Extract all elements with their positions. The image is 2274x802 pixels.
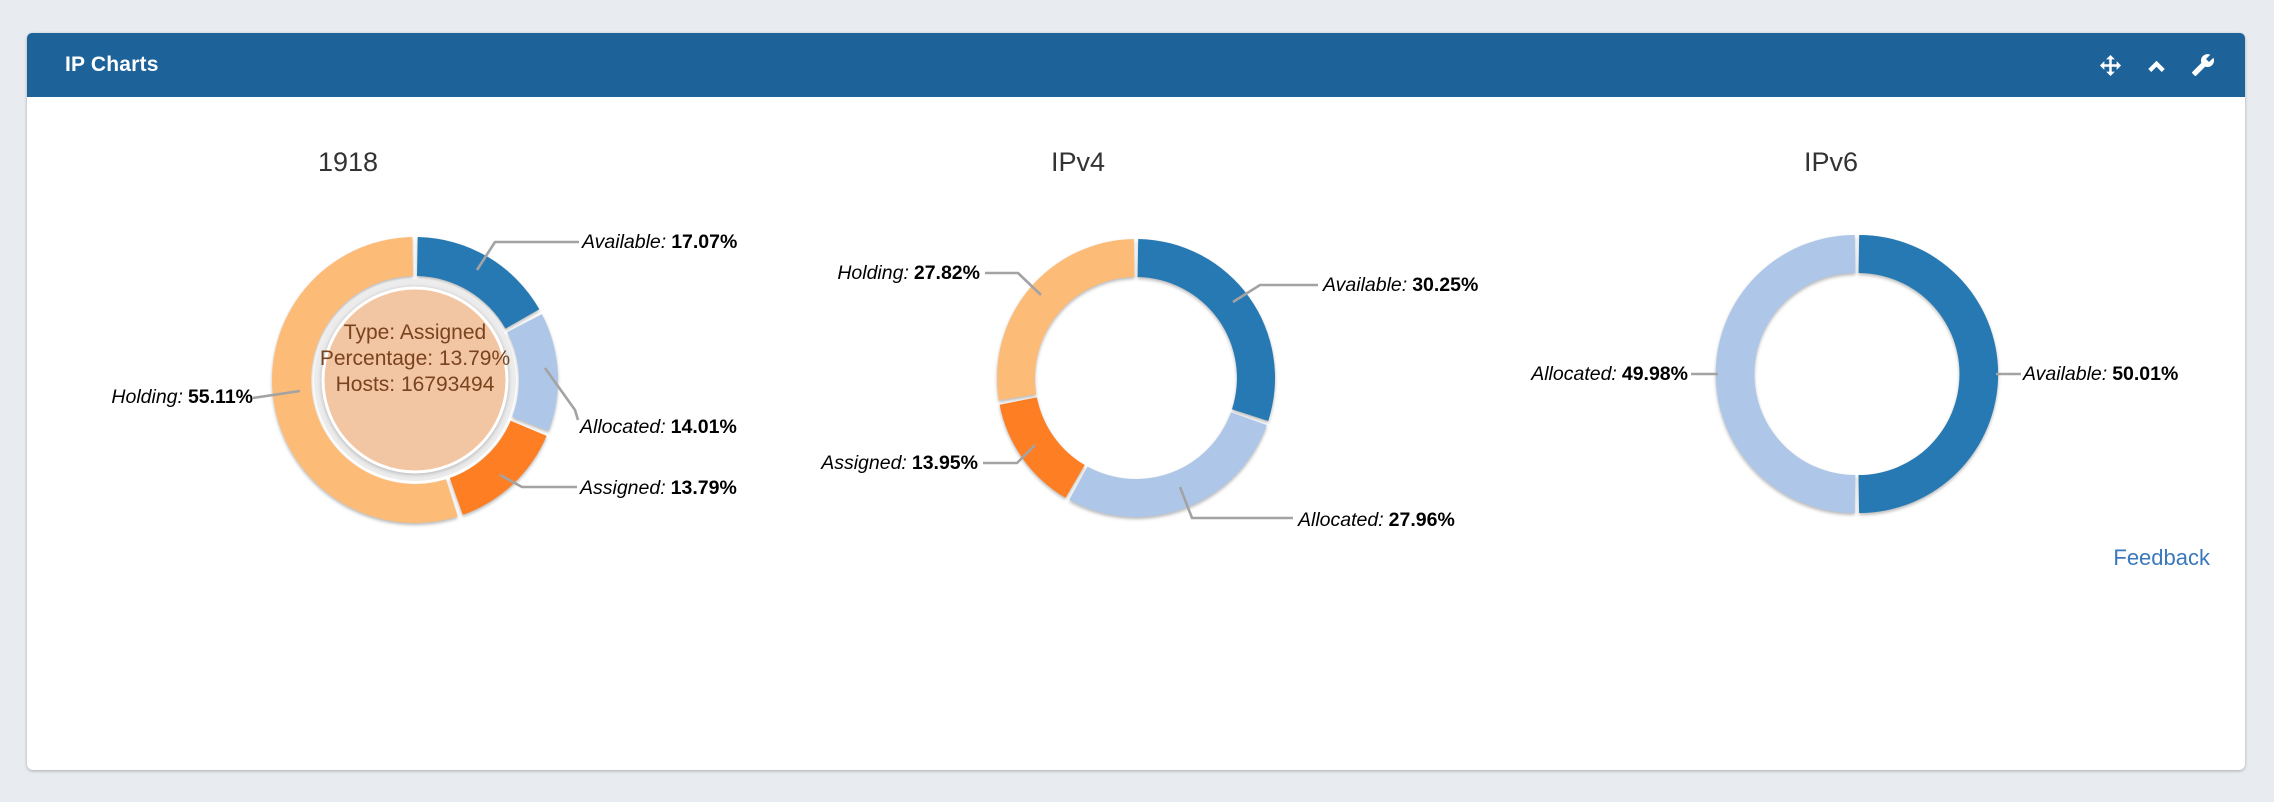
panel-header: IP Charts (27, 33, 2245, 97)
center-tooltip-circle (321, 286, 509, 474)
donut-svg (983, 239, 1318, 520)
donut-slice-available[interactable] (1858, 235, 1999, 513)
slice-label-available: Available: 17.07% (582, 231, 738, 253)
leader-line (475, 240, 579, 271)
chart-title: IPv4 (1050, 147, 1106, 177)
move-icon[interactable] (2099, 54, 2122, 77)
tooltip-line: Hosts: 16793494 (335, 373, 495, 396)
feedback-link[interactable]: Feedback (2113, 545, 2210, 570)
donut-slice-available[interactable] (1137, 239, 1276, 421)
donut-svg (1691, 234, 2021, 513)
chart-title: IPv6 (1803, 147, 1859, 177)
donut-chart-1918: 1918 Type: Assigned Percentage: 13.79% H… (27, 97, 767, 657)
donut-center-tooltip: Type: Assigned Percentage: 13.79% Hosts:… (265, 320, 565, 398)
panel-body: 1918 Type: Assigned Percentage: 13.79% H… (27, 97, 2245, 770)
ip-charts-panel: IP Charts 1918 (27, 33, 2245, 770)
panel-header-controls (2099, 53, 2215, 77)
donut-chart-ipv6: IPv6 Allocated: 49.98% Available: 50.01% (1507, 97, 2247, 657)
donut-slice-allocated[interactable] (1715, 234, 1856, 513)
donut-slice-available[interactable] (417, 237, 540, 329)
donut-slice-assigned[interactable] (449, 420, 547, 515)
slice-label-holding: Holding: 55.11% (111, 386, 253, 408)
slice-label-allocated: Allocated: 27.96% (1298, 509, 1455, 531)
donut-slice-holding[interactable] (996, 239, 1135, 401)
donut-slice-allocated[interactable] (1069, 412, 1267, 517)
donut-ring (1715, 234, 1999, 513)
leader-line (1232, 283, 1318, 304)
chart-title: 1918 (317, 147, 379, 177)
slice-label-assigned: Assigned: 13.95% (821, 452, 978, 474)
leader-line (1178, 486, 1293, 520)
slice-label-assigned: Assigned: 13.79% (580, 477, 737, 499)
tooltip-line: Percentage: 13.79% (319, 347, 511, 370)
panel-title: IP Charts (65, 53, 159, 76)
slice-label-available: Available: 30.25% (1323, 274, 1479, 296)
collapse-icon[interactable] (2146, 55, 2167, 76)
leader-line (543, 367, 580, 421)
donut-svg (252, 237, 580, 523)
donut-slice-assigned[interactable] (999, 397, 1085, 498)
leader-line (985, 271, 1042, 296)
leader-line (983, 444, 1036, 465)
wrench-icon[interactable] (2191, 53, 2215, 77)
slice-label-available: Available: 50.01% (2023, 363, 2179, 385)
leader-line (499, 473, 577, 489)
donut-ring (272, 237, 559, 523)
donut-slice-holding[interactable] (272, 237, 458, 523)
slice-label-allocated: Allocated: 49.98% (1531, 363, 1688, 385)
tooltip-line: Type: Assigned (343, 321, 487, 344)
donut-slice-allocated[interactable] (507, 314, 559, 431)
slice-label-holding: Holding: 27.82% (837, 262, 980, 284)
leader-line (252, 389, 301, 400)
donut-chart-ipv4: IPv4 Holding: 27.82% Available: 30.25% Ass… (767, 97, 1507, 657)
donut-ring (996, 239, 1276, 517)
slice-label-allocated: Allocated: 14.01% (580, 416, 737, 438)
